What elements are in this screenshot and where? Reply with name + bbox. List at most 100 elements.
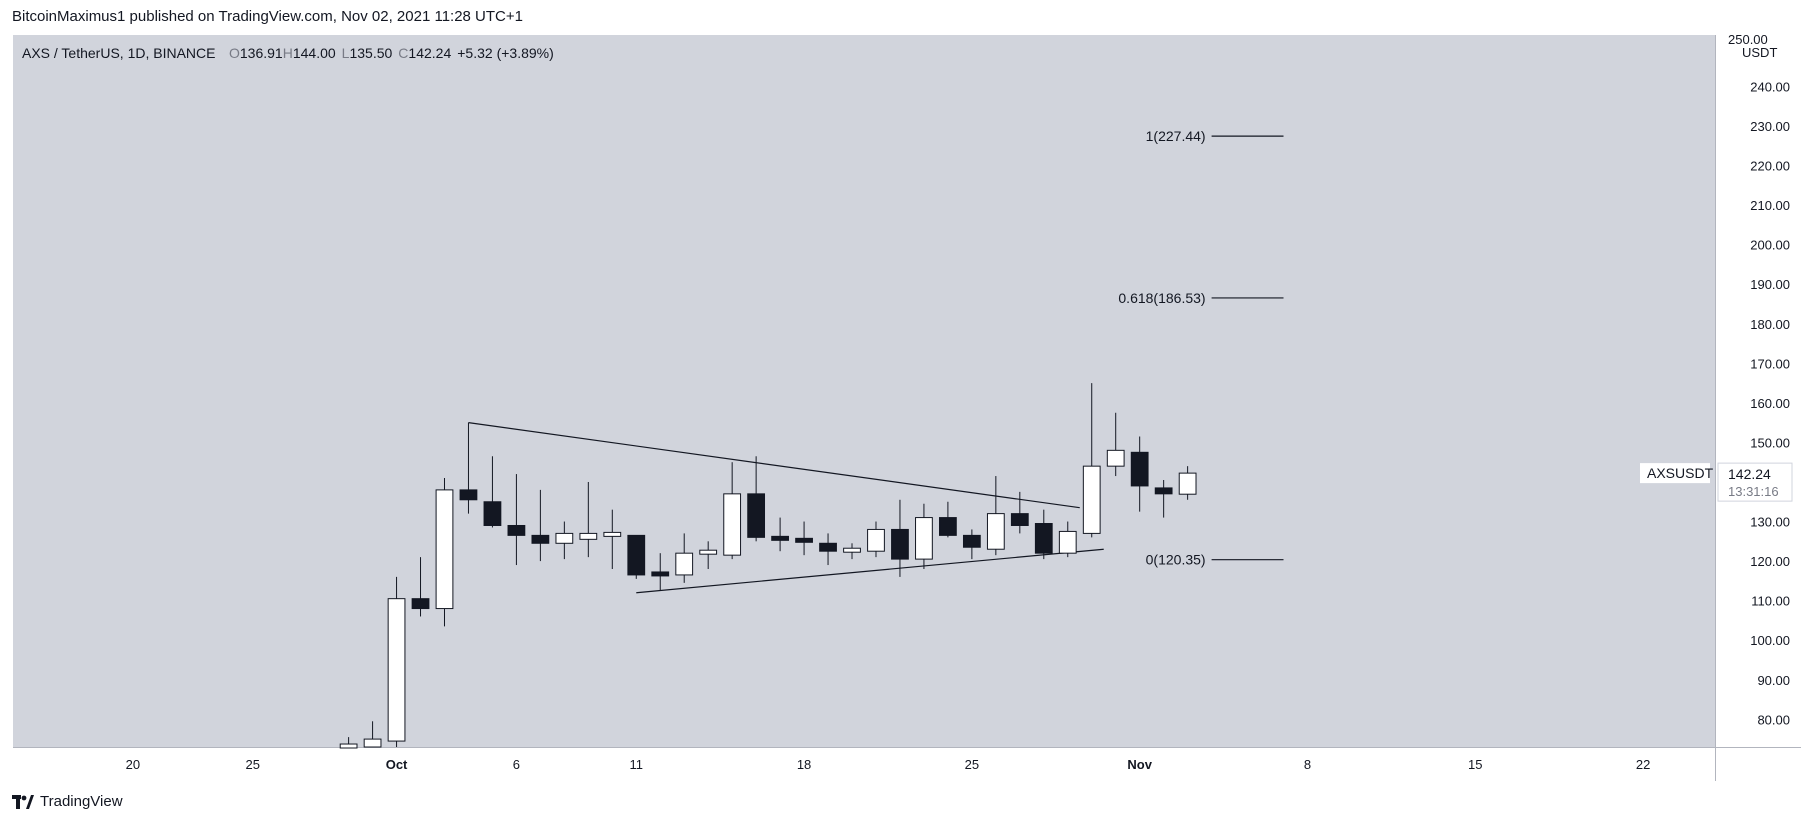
candle-body-down — [1034, 523, 1053, 554]
x-tick-label: 25 — [245, 757, 259, 772]
candle[interactable] — [699, 541, 718, 569]
candle[interactable] — [555, 521, 574, 560]
candle[interactable] — [939, 501, 957, 538]
candle[interactable] — [1058, 521, 1077, 558]
y-tick-label: 150.00 — [1750, 435, 1790, 450]
fib-label: 1(227.44) — [1146, 128, 1206, 144]
candle[interactable] — [962, 529, 981, 560]
y-tick-label: 180.00 — [1750, 317, 1790, 332]
footer: TradingView — [12, 793, 123, 810]
candle-body-up — [699, 549, 718, 555]
candle[interactable] — [771, 517, 789, 552]
candle-body-up — [843, 547, 861, 553]
y-tick-label: 240.00 — [1750, 79, 1790, 94]
candle[interactable] — [531, 489, 550, 562]
candle-body-down — [651, 571, 670, 577]
symbol-tag — [1640, 463, 1710, 484]
x-tick-label: 20 — [126, 757, 140, 772]
y-tick-label: 170.00 — [1750, 356, 1790, 371]
candle[interactable] — [1154, 480, 1173, 518]
price-tag-countdown: 13:31:16 — [1728, 484, 1779, 499]
candle[interactable] — [1010, 491, 1029, 534]
candle-body-up — [387, 598, 406, 742]
y-tick-label: 130.00 — [1750, 515, 1790, 530]
x-tick-label: 25 — [965, 757, 979, 772]
candle-body-up — [867, 528, 885, 552]
candle[interactable] — [1178, 466, 1197, 500]
candle[interactable] — [1082, 383, 1101, 538]
candle-body-up — [915, 517, 933, 560]
candle[interactable] — [1106, 412, 1125, 477]
candle[interactable] — [363, 721, 382, 748]
candle[interactable] — [651, 553, 670, 591]
candle[interactable] — [627, 534, 646, 579]
candle-body-down — [1130, 451, 1149, 487]
candle-body-up — [579, 532, 598, 540]
candle[interactable] — [339, 737, 358, 749]
candle[interactable] — [1034, 509, 1053, 560]
candle-body-up — [603, 531, 622, 537]
candle-body-up — [1082, 465, 1101, 534]
candle[interactable] — [483, 456, 502, 528]
candle-body-down — [771, 535, 789, 541]
x-tick-label: 22 — [1636, 757, 1650, 772]
candle[interactable] — [795, 521, 813, 556]
x-tick-label: 8 — [1304, 757, 1311, 772]
candle[interactable] — [675, 533, 694, 583]
candle[interactable] — [1130, 436, 1149, 512]
high-value: 144.00 — [293, 45, 336, 61]
candle[interactable] — [507, 474, 526, 566]
trendlines[interactable] — [468, 422, 1104, 594]
x-tick-label: 18 — [797, 757, 811, 772]
candles[interactable] — [339, 383, 1197, 749]
candle-body-up — [1106, 449, 1125, 467]
chart-pane[interactable] — [13, 35, 1715, 747]
fib-level[interactable]: 0.618(186.53) — [1118, 290, 1284, 306]
fib-levels[interactable]: 1(227.44) 0.618(186.53) 0(120.35) — [1118, 128, 1284, 568]
y-tick-label: 190.00 — [1750, 277, 1790, 292]
candle[interactable] — [843, 543, 861, 560]
x-tick-label: Nov — [1127, 757, 1152, 772]
candle[interactable] — [891, 499, 909, 577]
y-tick-label: 200.00 — [1750, 238, 1790, 253]
time-axis[interactable] — [13, 748, 1715, 781]
fib-level[interactable]: 1(227.44) — [1146, 128, 1284, 144]
fib-level[interactable]: 0(120.35) — [1146, 552, 1284, 568]
price-axis[interactable] — [1716, 35, 1801, 747]
candle-body-down — [531, 534, 550, 544]
candle[interactable] — [459, 422, 478, 514]
close-value: 142.24 — [408, 45, 451, 61]
candle-body-up — [555, 532, 574, 544]
candle[interactable] — [579, 481, 598, 558]
candle[interactable] — [435, 478, 454, 627]
tradingview-logo-icon — [12, 794, 34, 809]
candle-body-down — [891, 528, 909, 560]
candle[interactable] — [867, 521, 885, 558]
fib-label: 0.618(186.53) — [1118, 290, 1205, 306]
axis-top-cut-tick: 250.00 — [1728, 32, 1768, 47]
candle-body-down — [747, 493, 766, 538]
candle-body-down — [1010, 513, 1029, 526]
trendline-upper[interactable] — [468, 422, 1080, 509]
y-tick-label: 120.00 — [1750, 554, 1790, 569]
x-tick-label: Oct — [386, 757, 408, 772]
y-tick-label: 110.00 — [1751, 594, 1790, 609]
x-tick-label: 15 — [1468, 757, 1482, 772]
low-label: L — [342, 45, 350, 61]
candle[interactable] — [915, 503, 933, 569]
candle[interactable] — [411, 557, 430, 617]
candle[interactable] — [747, 456, 766, 542]
candle[interactable] — [387, 576, 406, 747]
candle[interactable] — [603, 509, 622, 569]
trendline-lower[interactable] — [636, 548, 1104, 594]
candle[interactable] — [723, 462, 742, 560]
candle[interactable] — [986, 476, 1005, 556]
candle[interactable] — [819, 533, 837, 566]
open-label: O — [229, 45, 240, 61]
y-tick-label: 100.00 — [1750, 633, 1790, 648]
candle-body-down — [939, 517, 957, 536]
footer-brand: TradingView — [40, 793, 123, 810]
y-tick-label: 90.00 — [1757, 673, 1790, 688]
candle-body-up — [339, 743, 358, 749]
